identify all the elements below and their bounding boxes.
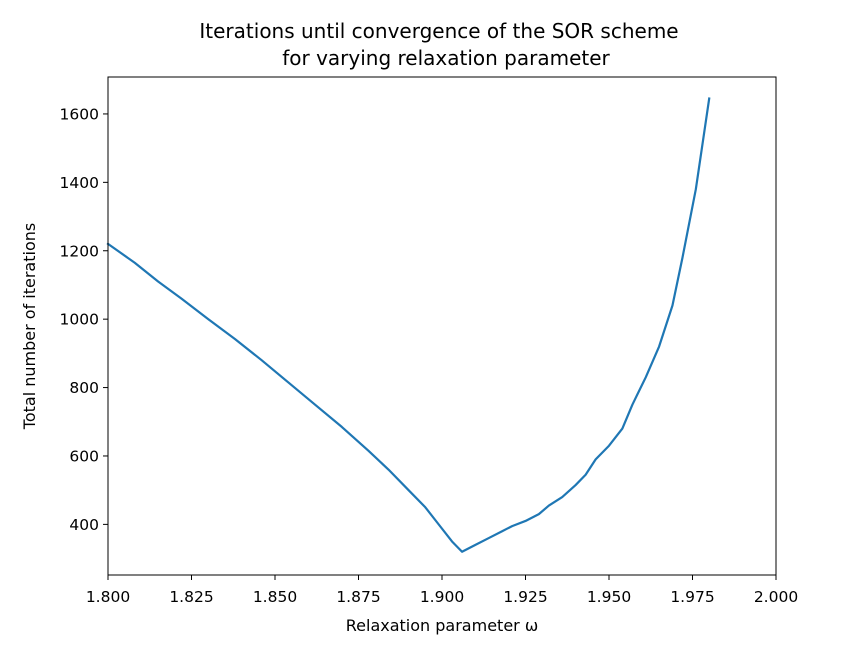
x-tick-label: 1.975 (670, 588, 714, 606)
x-tick-label: 1.850 (253, 588, 297, 606)
y-tick-label: 1600 (60, 105, 99, 123)
x-axis-ticks: 1.800 1.825 1.850 1.875 1.900 1.925 1.950 1.975… (86, 575, 798, 606)
y-tick-label: 600 (69, 447, 99, 465)
series-group (106, 97, 711, 553)
y-axis-ticks: 400 600 800 1000 1200 1400 1600 (60, 105, 108, 534)
x-tick-label: 1.925 (503, 588, 547, 606)
x-axis-label: Relaxation parameter ω (346, 616, 538, 635)
y-tick-label: 1000 (60, 311, 99, 329)
x-tick-label: 1.875 (336, 588, 380, 606)
y-axis-label: Total number of iterations (20, 223, 39, 430)
y-tick-label: 800 (69, 379, 99, 397)
y-tick-label: 400 (69, 516, 99, 534)
series-line-0 (106, 97, 711, 553)
x-tick-label: 2.000 (754, 588, 798, 606)
chart-title-line-2: for varying relaxation parameter (282, 46, 610, 70)
x-tick-label: 1.825 (169, 588, 213, 606)
y-tick-label: 1400 (60, 174, 99, 192)
y-tick-label: 1200 (60, 242, 99, 260)
x-tick-label: 1.950 (587, 588, 631, 606)
x-tick-label: 1.900 (420, 588, 464, 606)
plot-area (108, 77, 776, 575)
chart-title-line-1: Iterations until convergence of the SOR … (199, 19, 678, 43)
x-tick-label: 1.800 (86, 588, 130, 606)
